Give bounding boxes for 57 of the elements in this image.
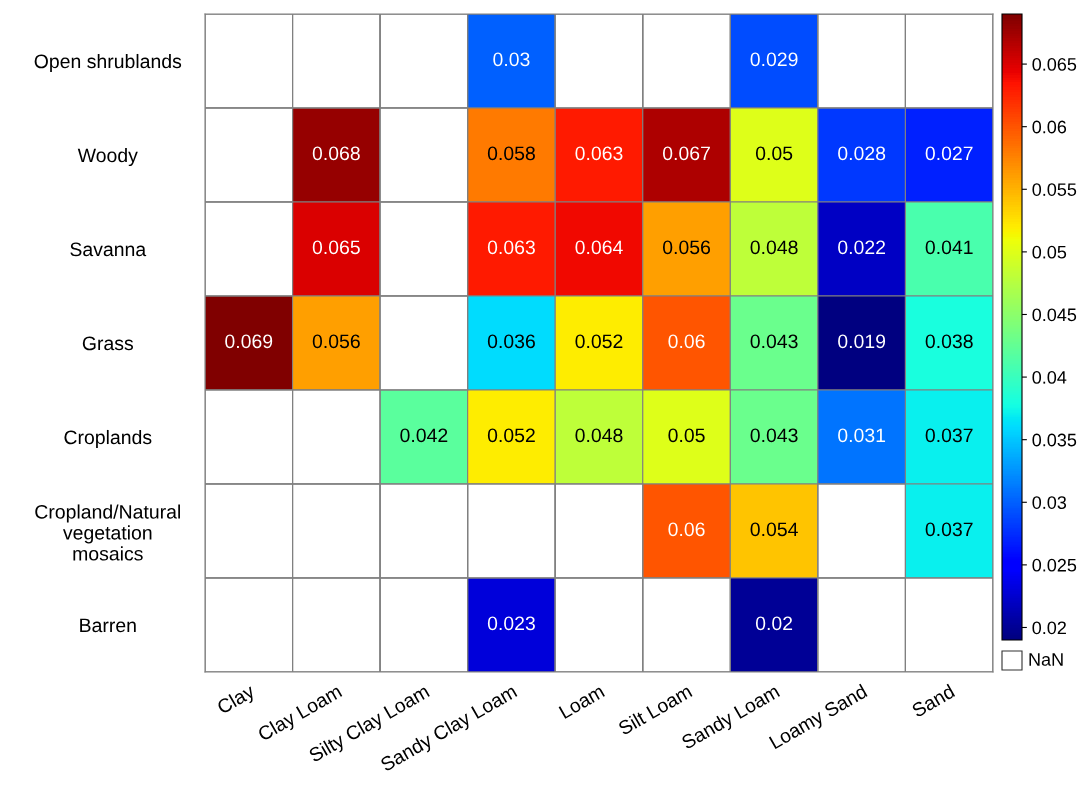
data-label: 0.037 [925, 428, 973, 443]
data-label: 0.058 [487, 146, 535, 161]
data-label: 0.056 [662, 240, 711, 255]
data-label: 0.041 [925, 240, 973, 255]
color-bar-label: 0.025 [1032, 558, 1077, 572]
data-label: 0.029 [750, 52, 798, 67]
color-bar-label: 0.055 [1032, 183, 1077, 196]
data-label: 0.06 [668, 522, 705, 537]
y-tick-label: Woody [77, 147, 138, 167]
data-label: 0.031 [838, 428, 886, 443]
data-label: 0.05 [668, 428, 705, 443]
color-bar-label: 0.04 [1032, 371, 1067, 384]
data-label: 0.063 [487, 240, 535, 255]
y-tick-label: Barren [80, 618, 136, 633]
color-bar-label: 0.045 [1032, 308, 1077, 322]
y-tick-label: Open shrublands [34, 53, 182, 73]
data-label: 0.052 [575, 334, 623, 349]
data-label: 0.048 [575, 428, 623, 443]
color-bar-label: 0.03 [1032, 496, 1067, 509]
data-label: 0.03 [493, 52, 530, 67]
data-label: 0.028 [838, 146, 886, 161]
y-tick-label: Savanna [70, 242, 147, 257]
data-label: 0.064 [575, 240, 623, 255]
data-label: 0.036 [487, 334, 535, 349]
data-label: 0.052 [487, 428, 535, 443]
data-label: 0.068 [312, 146, 360, 161]
data-label: 0.069 [225, 334, 273, 349]
x-tick-label: Sand [910, 683, 956, 718]
data-label: 0.043 [750, 428, 798, 443]
data-label: 0.054 [750, 522, 798, 537]
data-label: 0.06 [668, 334, 705, 349]
y-tick-label: Croplands [64, 429, 152, 449]
data-label: 0.019 [838, 334, 886, 349]
color-bar-label: 0.035 [1032, 433, 1077, 447]
color-bar-label: 0.06 [1032, 120, 1067, 134]
data-label: 0.056 [312, 334, 360, 349]
data-label: 0.027 [925, 146, 973, 161]
data-label: 0.037 [925, 522, 973, 537]
data-label: 0.042 [400, 428, 448, 443]
data-label: 0.043 [750, 334, 798, 349]
color-bar-label: 0.065 [1032, 58, 1077, 71]
data-label: 0.023 [487, 616, 535, 631]
data-label: 0.065 [312, 240, 360, 255]
color-bar-label: 0.02 [1032, 621, 1066, 635]
x-tick-label: Loam [558, 684, 606, 719]
data-label: 0.02 [755, 616, 793, 631]
data-label: 0.048 [750, 240, 798, 255]
text: NaN [1029, 653, 1063, 666]
data-label: 0.038 [925, 334, 973, 349]
data-label: 0.05 [755, 146, 793, 161]
data-label: 0.063 [575, 146, 623, 161]
y-tick-label: Cropland/Natural vegetation mosaics [35, 504, 180, 561]
x-tick-label: Clay [215, 683, 258, 718]
y-tick-label: Grass [82, 336, 134, 351]
data-label: 0.022 [838, 240, 886, 255]
color-bar-label: 0.05 [1032, 245, 1067, 259]
data-label: 0.067 [662, 146, 710, 161]
